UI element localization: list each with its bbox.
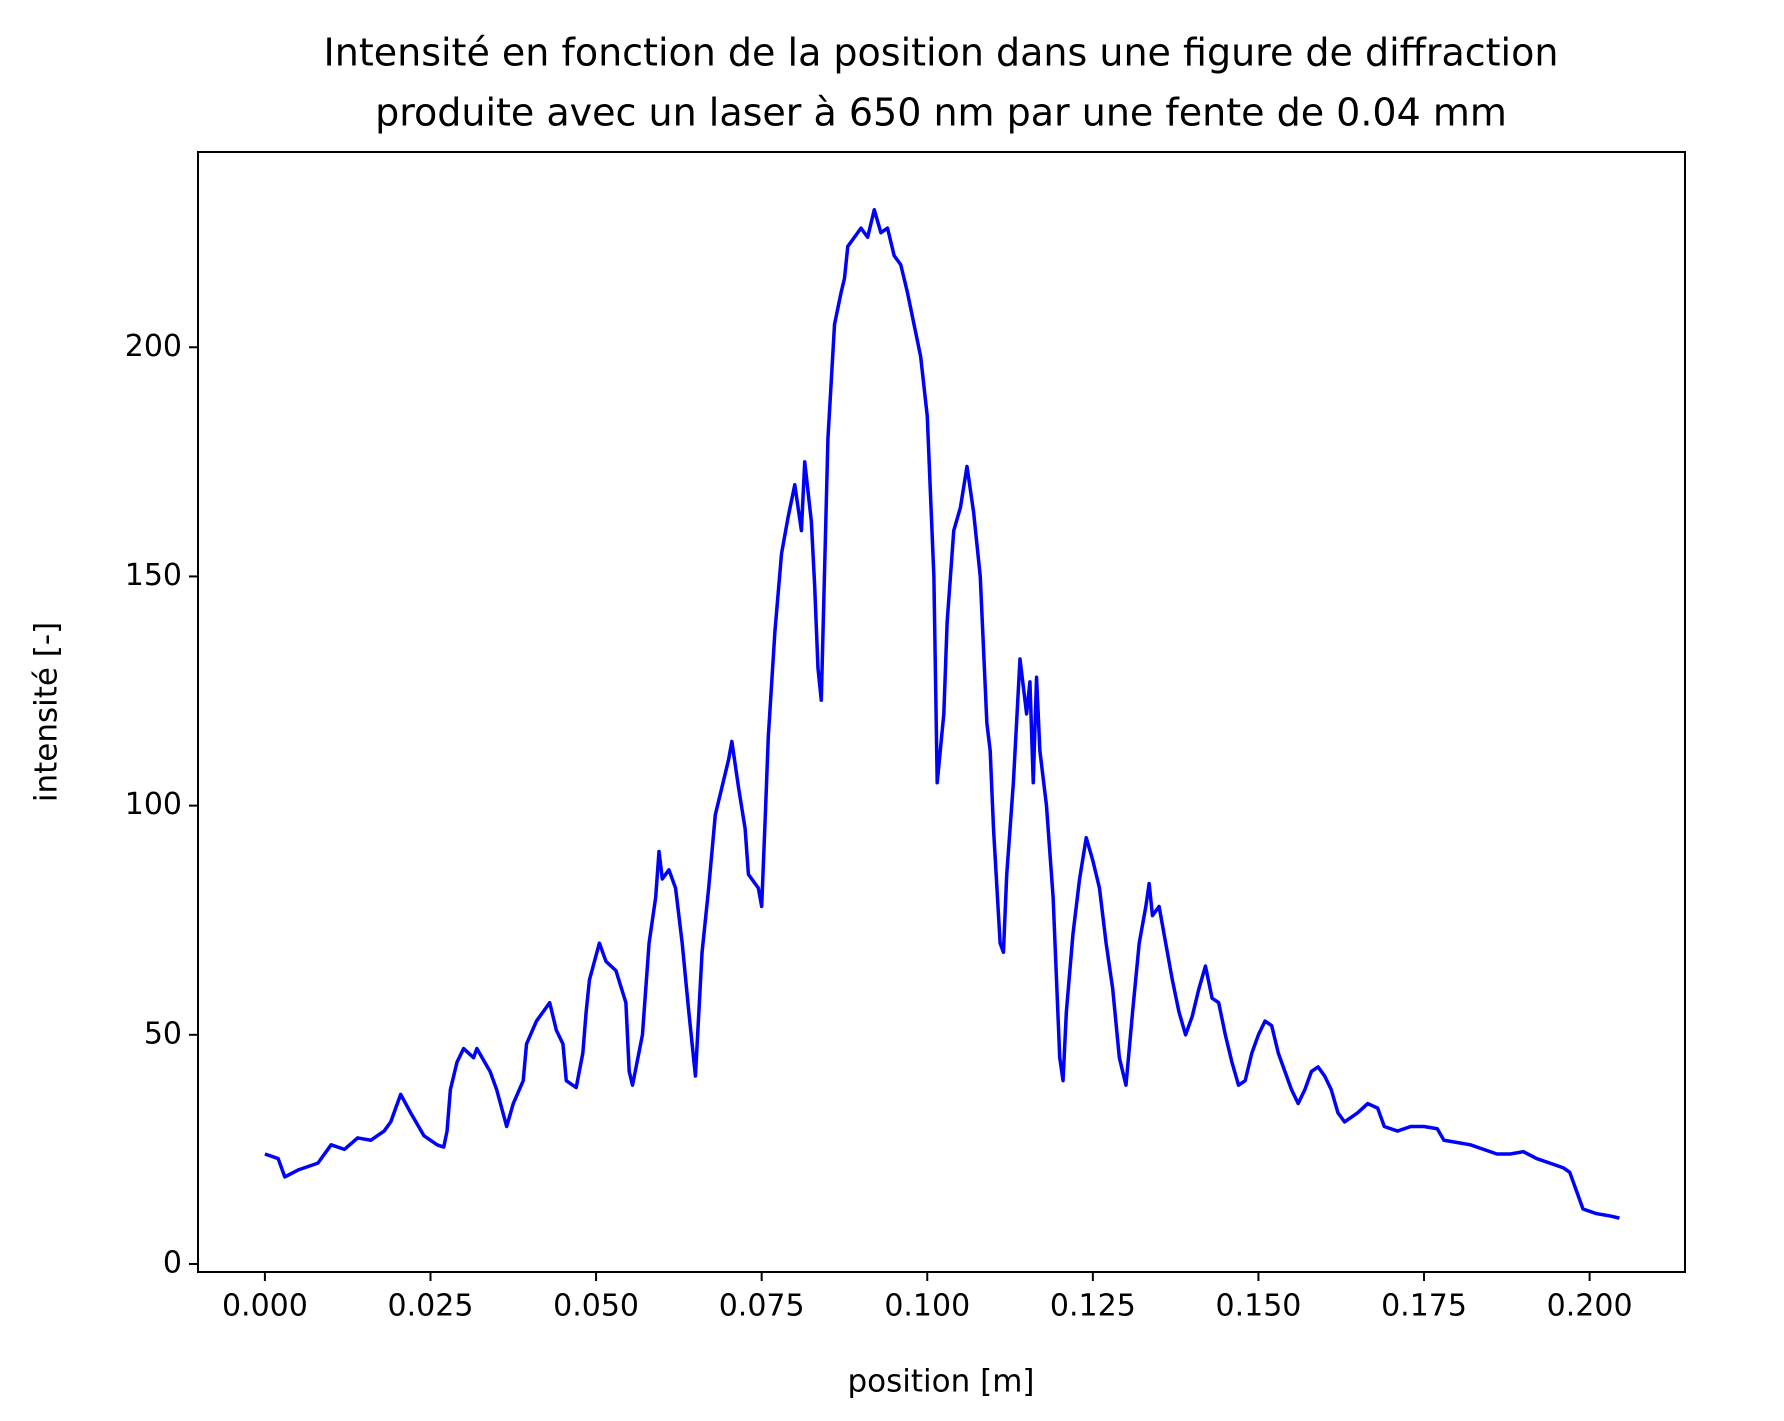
x-tick-label: 0.025 [388, 1289, 474, 1324]
x-tick-label: 0.175 [1381, 1289, 1467, 1324]
y-tick-label: 50 [144, 1016, 182, 1051]
x-tick-label: 0.125 [1050, 1289, 1136, 1324]
x-tick-label: 0.050 [553, 1289, 639, 1324]
x-tick-label: 0.000 [222, 1289, 308, 1324]
y-tick-label: 200 [125, 329, 182, 364]
x-tick-label: 0.075 [719, 1289, 805, 1324]
y-tick-label: 100 [125, 787, 182, 822]
axes-frame [197, 151, 1686, 1273]
y-tick-label: 0 [163, 1245, 182, 1280]
data-line [264, 208, 1620, 1220]
x-axis-label: position [m] [847, 1364, 1034, 1400]
x-tick-label: 0.100 [884, 1289, 970, 1324]
x-tick-label: 0.150 [1215, 1289, 1301, 1324]
y-axis-label: intensité [-] [29, 622, 65, 802]
y-tick-label: 150 [125, 558, 182, 593]
chart-title: produite avec un laser à 650 nm par une … [375, 91, 1507, 135]
chart-title: Intensité en fonction de la position dan… [324, 31, 1559, 75]
x-tick-label: 0.200 [1547, 1289, 1633, 1324]
